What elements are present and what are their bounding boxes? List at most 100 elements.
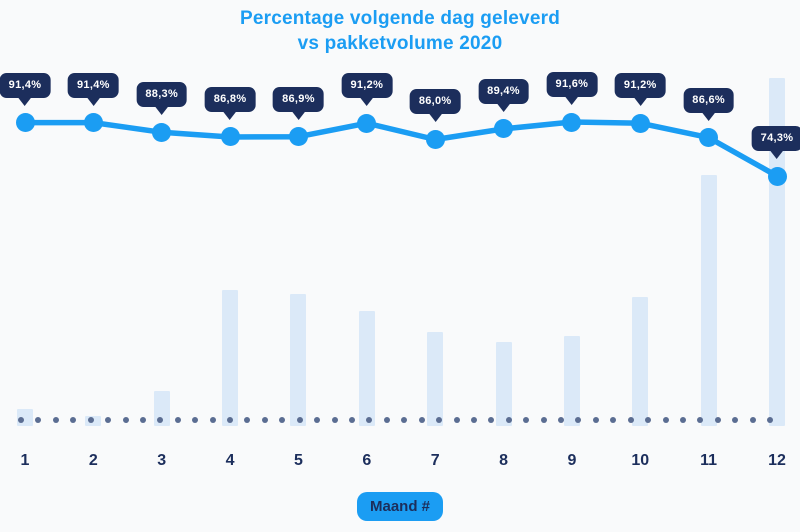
baseline-dot — [679, 416, 686, 423]
baseline-dot — [279, 416, 286, 423]
baseline-dot — [366, 416, 373, 423]
baseline-dot — [209, 416, 216, 423]
x-axis-label-12: 12 — [768, 452, 786, 469]
x-axis-label-9: 9 — [567, 452, 577, 469]
value-label-month-8: 89,4% — [478, 78, 529, 112]
baseline-dot — [383, 416, 390, 423]
line-point-month-12 — [767, 166, 787, 186]
x-axis-title-badge: Maand # — [356, 492, 444, 521]
volume-bar-month-5 — [290, 293, 307, 426]
baseline-dot — [697, 416, 704, 423]
baseline-dot — [192, 416, 199, 423]
x-axis-label-1: 1 — [20, 452, 30, 469]
baseline-dot — [453, 416, 460, 423]
tooltip-tail — [428, 113, 443, 123]
tooltip-tail — [223, 110, 238, 120]
tooltip-tail — [359, 97, 374, 107]
value-label-text: 91,2% — [614, 73, 666, 99]
baseline-dot — [331, 416, 338, 423]
x-axis-label-7: 7 — [430, 452, 440, 469]
line-point-month-6 — [357, 113, 377, 133]
value-label-month-10: 91,2% — [614, 73, 666, 107]
baseline-dot — [488, 416, 495, 423]
baseline-dot — [314, 416, 321, 423]
baseline-dot — [470, 416, 477, 423]
volume-bar-month-10 — [632, 297, 649, 426]
baseline-dot — [105, 416, 112, 423]
tooltip-tail — [633, 97, 648, 107]
baseline-dot — [523, 416, 530, 423]
volume-bar-month-6 — [358, 311, 375, 426]
value-label-month-3: 88,3% — [136, 82, 188, 116]
line-point-month-4 — [220, 127, 240, 147]
value-label-month-1: 91,4% — [0, 72, 51, 106]
baseline-dot — [767, 416, 774, 423]
tooltip-tail — [564, 96, 579, 105]
volume-bar-month-9 — [563, 335, 580, 426]
value-label-month-9: 91,6% — [546, 72, 598, 105]
line-point-month-5 — [288, 127, 308, 147]
baseline-dot — [35, 416, 42, 423]
baseline-dot — [662, 416, 669, 423]
baseline-dot — [261, 416, 268, 423]
value-label-text: 86,9% — [273, 86, 324, 112]
x-axis-label-5: 5 — [294, 452, 303, 469]
x-axis-label-4: 4 — [225, 452, 235, 469]
baseline-dot — [122, 416, 129, 423]
tooltip-tail — [17, 96, 32, 106]
baseline-dot — [540, 416, 547, 423]
value-label-month-4: 86,8% — [204, 86, 256, 120]
baseline-dot — [139, 416, 146, 423]
value-label-month-11: 86,6% — [683, 87, 734, 121]
x-axis-label-11: 11 — [700, 452, 718, 469]
baseline-dot — [52, 416, 59, 423]
baseline-dot — [227, 416, 234, 423]
baseline-dot — [714, 416, 721, 423]
baseline-dot — [436, 416, 443, 423]
value-label-text: 88,3% — [136, 82, 188, 108]
value-label-text: 89,4% — [478, 78, 529, 104]
value-label-month-12: 74,3% — [751, 126, 800, 159]
tooltip-tail — [291, 110, 306, 120]
baseline-dot — [505, 416, 512, 423]
line-point-month-2 — [83, 113, 103, 133]
chart-title-line1: Percentage volgende dag geleverd — [239, 8, 560, 29]
volume-bar-month-7 — [427, 332, 444, 426]
baseline-dot — [401, 416, 408, 423]
baseline-dot — [70, 416, 77, 423]
value-label-text: 86,6% — [683, 87, 734, 113]
baseline-dot — [627, 416, 634, 423]
baseline-dot — [732, 416, 739, 423]
volume-bar-month-8 — [495, 342, 512, 426]
baseline-dot — [18, 416, 24, 423]
volume-bar-month-4 — [222, 290, 239, 426]
baseline-dot — [575, 416, 582, 423]
value-label-text: 91,6% — [546, 72, 598, 97]
volume-bar-month-11 — [700, 175, 717, 426]
value-label-text: 91,2% — [341, 73, 393, 99]
line-point-month-10 — [630, 113, 650, 133]
baseline-dot — [418, 416, 425, 423]
baseline-dot — [244, 416, 251, 423]
chart-title-line2: vs pakketvolume 2020 — [297, 32, 503, 54]
line-point-month-3 — [152, 122, 172, 142]
x-axis-label-6: 6 — [362, 452, 372, 469]
value-label-text: 86,0% — [409, 89, 461, 115]
line-point-month-7 — [425, 129, 445, 149]
x-axis-label-8: 8 — [499, 452, 508, 469]
value-label-month-5: 86,9% — [273, 86, 324, 120]
baseline-dot — [174, 416, 181, 423]
chart-title: Percentage volgende dag geleverd vs pakk… — [0, 7, 800, 56]
value-label-text: 91,4% — [68, 72, 119, 98]
baseline-dot — [348, 416, 355, 423]
value-label-text: 91,4% — [0, 72, 51, 98]
tooltip-tail — [701, 111, 716, 121]
baseline-dot — [157, 416, 164, 423]
baseline-dot — [610, 416, 617, 423]
value-label-month-2: 91,4% — [68, 72, 119, 106]
line-point-month-9 — [562, 112, 582, 132]
x-axis-label-3: 3 — [157, 452, 167, 469]
tooltip-tail — [86, 96, 101, 106]
